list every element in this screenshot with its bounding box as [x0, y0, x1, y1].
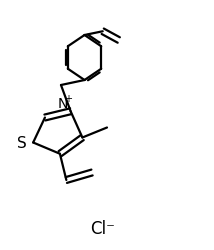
Text: Cl⁻: Cl⁻: [90, 220, 115, 238]
Text: S: S: [17, 136, 27, 151]
Text: +: +: [64, 94, 73, 104]
Text: N: N: [57, 97, 68, 111]
